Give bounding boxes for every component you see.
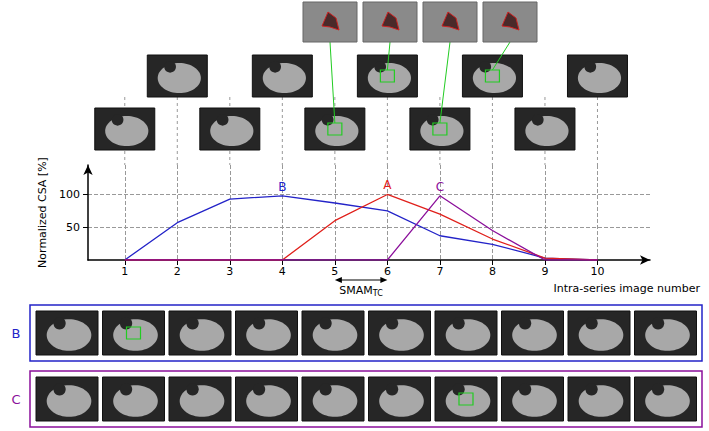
svg-text:2: 2 bbox=[174, 265, 181, 278]
svg-text:B: B bbox=[12, 326, 21, 341]
svg-text:7: 7 bbox=[436, 265, 443, 278]
svg-text:Normalized CSA [%]: Normalized CSA [%] bbox=[36, 157, 49, 268]
svg-text:C: C bbox=[436, 180, 444, 194]
svg-text:10: 10 bbox=[590, 265, 604, 278]
svg-text:4: 4 bbox=[279, 265, 286, 278]
svg-text:B: B bbox=[278, 180, 286, 194]
svg-text:Intra-series image number: Intra-series image number bbox=[553, 282, 700, 295]
svg-text:3: 3 bbox=[226, 265, 233, 278]
svg-text:5: 5 bbox=[331, 265, 338, 278]
svg-text:100: 100 bbox=[59, 188, 80, 201]
svg-text:1: 1 bbox=[121, 265, 128, 278]
svg-text:C: C bbox=[11, 392, 20, 407]
svg-text:SMAM: SMAM bbox=[339, 284, 373, 297]
svg-text:6: 6 bbox=[384, 265, 391, 278]
svg-text:50: 50 bbox=[66, 221, 80, 234]
svg-text:8: 8 bbox=[489, 265, 496, 278]
svg-text:A: A bbox=[383, 178, 392, 192]
svg-text:TC: TC bbox=[372, 289, 383, 298]
svg-text:9: 9 bbox=[541, 265, 548, 278]
